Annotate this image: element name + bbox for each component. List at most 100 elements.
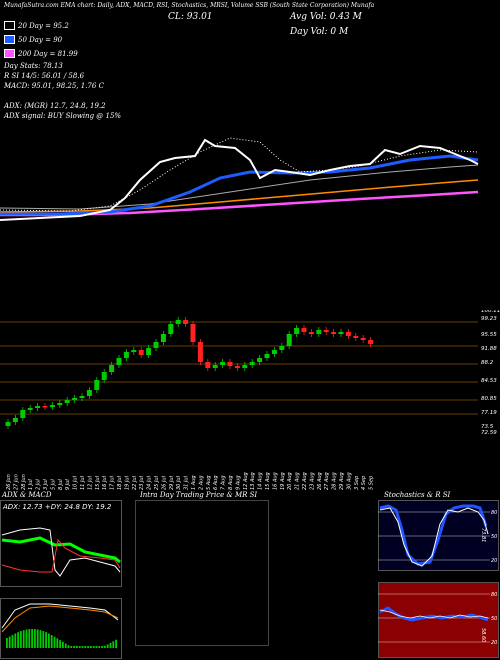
date-label: 19 Aug xyxy=(280,472,286,490)
ema50-swatch-icon xyxy=(4,35,15,44)
date-label: 26 Aug xyxy=(317,472,323,490)
candle xyxy=(353,336,359,338)
date-label: 28 Aug xyxy=(332,472,338,490)
date-label: 29 Jul xyxy=(169,475,175,490)
date-label: 25 Jul xyxy=(154,475,160,490)
macd-histogram-bar xyxy=(42,631,45,648)
macd-histogram-bar xyxy=(22,630,25,648)
candle xyxy=(234,366,240,368)
candle xyxy=(220,362,226,365)
adx-signal: ADX signal: BUY Slowing @ 15% xyxy=(4,112,122,120)
candlestick-chart: 100.11 99.23 95.55 91.88 88.2 84.53 80.85 77.19… xyxy=(0,310,500,436)
stoch-level-50: 50 xyxy=(491,534,497,540)
macd-histogram-bar xyxy=(36,629,39,648)
price-axis-label: 72.59 xyxy=(481,430,497,436)
macd-histogram-bar xyxy=(28,629,31,648)
macd-white-line xyxy=(1,603,119,629)
date-label: 23 Aug xyxy=(309,472,315,490)
candle xyxy=(101,372,107,380)
candle xyxy=(316,330,322,334)
candle xyxy=(331,332,337,334)
date-label: 30 Aug xyxy=(346,472,352,490)
macd-histogram-bar xyxy=(76,646,78,648)
date-label: 30 Jul xyxy=(176,475,182,490)
candle xyxy=(175,320,181,324)
day-stats: Day Stats: 78.13 xyxy=(4,62,63,70)
price-axis-label: 95.55 xyxy=(481,332,497,338)
macd-histogram-bar xyxy=(84,646,87,648)
date-label: 26 Jul xyxy=(161,475,167,490)
date-label: 23 Jul xyxy=(139,475,145,490)
date-axis: 26 Jun 27 Jun 28 Jun 1 Jul 2 Jul 3 Jul 5 Jul 8 … xyxy=(6,472,375,490)
adx-white-line xyxy=(1,527,121,577)
date-label: 8 Jul xyxy=(58,479,64,490)
macd-histogram-bar xyxy=(92,646,95,648)
candle xyxy=(345,332,351,336)
adx-green-line xyxy=(1,536,121,564)
ema-chart xyxy=(0,137,479,221)
date-label: 17 Jul xyxy=(110,475,116,490)
macd-histogram-bar xyxy=(17,632,19,648)
adx-panel-readout: ADX: 12.73 +DY: 24.8 DY: 19.2 xyxy=(2,503,112,511)
candle xyxy=(49,405,55,407)
date-label: 14 Aug xyxy=(258,472,264,490)
macd-histogram-bar xyxy=(81,646,84,648)
macd-histogram-bar xyxy=(31,628,33,648)
rsi-white-line xyxy=(379,609,489,619)
date-label: 10 Jul xyxy=(73,475,79,490)
candle xyxy=(79,396,85,398)
candle xyxy=(35,406,41,408)
adx-readout: ADX: (MGR) 12.7, 24.8, 19.2 xyxy=(4,102,106,110)
candle xyxy=(116,358,122,365)
price-grid xyxy=(0,321,478,415)
macd-histogram-bar xyxy=(78,646,81,648)
macd-histogram-bar xyxy=(48,633,50,648)
macd-histogram-bar xyxy=(70,646,73,648)
price-axis-label: 84.53 xyxy=(481,378,497,384)
date-label: 28 Jun xyxy=(21,474,27,490)
rsi-readout: R SI 14/5: 56.01 / 58.6 xyxy=(4,72,85,80)
date-label: 5 Jul xyxy=(50,479,56,490)
close-label: CL: 93.01 xyxy=(168,12,213,22)
ema20-swatch-icon xyxy=(4,21,15,30)
date-label: 7 Aug xyxy=(221,475,227,490)
avg-volume: Avg Vol: 0.43 M xyxy=(290,12,362,22)
candle xyxy=(160,334,166,342)
legend-ema200: 200 Day = 81.99 xyxy=(4,49,78,58)
date-label: 27 Jun xyxy=(13,474,19,490)
macd-histogram-bar xyxy=(45,632,47,648)
macd-histogram-bar xyxy=(112,641,115,648)
intraday-panel xyxy=(135,500,269,646)
date-label: 6 Aug xyxy=(213,475,219,490)
candle xyxy=(323,330,329,332)
price-line xyxy=(0,138,479,221)
stoch-panel-title: Stochastics & R SI xyxy=(384,491,451,499)
macd-readout: MACD: 95.01, 98.25, 1.76 C xyxy=(4,82,104,90)
candle xyxy=(368,340,374,344)
macd-histogram-bar xyxy=(64,643,67,648)
candle xyxy=(308,332,314,334)
date-label: 9 Aug xyxy=(235,475,241,490)
candle xyxy=(94,380,100,390)
macd-histogram-bar xyxy=(62,641,64,648)
candle xyxy=(338,332,344,334)
candle xyxy=(197,342,203,362)
date-label: 13 Aug xyxy=(250,472,256,490)
macd-histogram-bar xyxy=(53,636,56,648)
candle xyxy=(227,362,233,366)
candle xyxy=(294,328,300,334)
stochastics-panel: 80 50 20 73.81 80 50 20 58.60 xyxy=(378,500,499,658)
orange-ema-line xyxy=(0,179,479,213)
day-volume: Day Vol: 0 M xyxy=(290,27,349,37)
macd-histogram-bar xyxy=(104,645,106,648)
adx-panel-title: ADX & MACD xyxy=(2,491,52,499)
macd-histogram-bar xyxy=(67,645,70,648)
candle xyxy=(212,365,218,368)
candle xyxy=(86,390,92,396)
candle xyxy=(72,398,78,400)
macd-histogram-bar xyxy=(8,636,11,648)
adx-panel: ADX: 12.73 +DY: 24.8 DY: 19.2 xyxy=(0,500,122,659)
candle xyxy=(27,408,33,410)
price-axis-label: 91.88 xyxy=(481,346,497,352)
candle xyxy=(146,348,152,355)
